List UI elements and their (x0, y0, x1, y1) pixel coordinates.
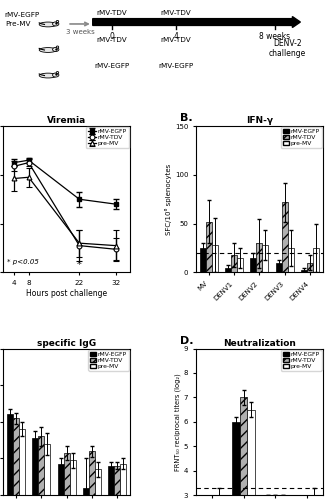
Text: DENV-2
challenge: DENV-2 challenge (269, 38, 306, 58)
Ellipse shape (52, 73, 59, 77)
Bar (262, 245, 269, 272)
Bar (89, 451, 95, 500)
Title: specific IgG: specific IgG (37, 339, 96, 348)
Ellipse shape (52, 22, 59, 26)
Legend: rMV-EGFP, rMV-TDV, pre-MV: rMV-EGFP, rMV-TDV, pre-MV (281, 350, 321, 370)
Bar (275, 262, 282, 272)
Title: Viremia: Viremia (47, 116, 86, 125)
Bar (120, 464, 126, 500)
Text: * p<0.05: * p<0.05 (7, 259, 39, 265)
Text: 4: 4 (173, 32, 178, 41)
Text: D.: D. (180, 336, 193, 345)
Text: rMV-TDV: rMV-TDV (96, 10, 127, 16)
Bar (307, 262, 313, 272)
Bar (212, 245, 218, 272)
Bar (247, 410, 255, 500)
Text: 0: 0 (110, 32, 114, 41)
Bar (57, 464, 64, 500)
Bar (200, 248, 206, 272)
Text: B.: B. (180, 113, 192, 123)
Ellipse shape (56, 20, 59, 22)
Text: rMV-TDV: rMV-TDV (160, 10, 191, 16)
Bar (70, 460, 76, 500)
Ellipse shape (39, 22, 57, 27)
Ellipse shape (39, 73, 57, 78)
Y-axis label: SFC/10⁶ splenocytes: SFC/10⁶ splenocytes (165, 164, 172, 235)
Legend: rMV-EGFP, rMV-TDV, pre-MV: rMV-EGFP, rMV-TDV, pre-MV (281, 127, 321, 148)
Text: *: * (77, 260, 82, 270)
Bar (282, 202, 288, 272)
Bar (95, 470, 101, 500)
Bar (13, 418, 19, 500)
Ellipse shape (56, 72, 59, 74)
Bar (38, 436, 44, 500)
Legend: rMV-EGFP, rMV-TDV, pre-MV: rMV-EGFP, rMV-TDV, pre-MV (88, 350, 129, 370)
Bar (301, 270, 307, 272)
Bar (7, 414, 13, 500)
Text: rMV-TDV: rMV-TDV (96, 38, 127, 44)
Text: Pre-MV: Pre-MV (5, 21, 30, 27)
Bar (232, 422, 240, 500)
Text: rMV-EGFP: rMV-EGFP (158, 62, 193, 68)
Bar (313, 248, 319, 272)
Text: 8 weeks: 8 weeks (259, 32, 290, 41)
Bar (225, 268, 231, 272)
Bar (256, 243, 262, 272)
Legend: rMV-EGFP, rMV-TDV, pre-MV: rMV-EGFP, rMV-TDV, pre-MV (86, 127, 129, 148)
Y-axis label: FRNT₅₀ reciprocal titers (log₂): FRNT₅₀ reciprocal titers (log₂) (174, 373, 181, 470)
Bar (114, 466, 120, 500)
Bar (231, 255, 237, 272)
Bar (250, 258, 256, 272)
Bar (19, 429, 25, 500)
FancyArrow shape (93, 16, 300, 28)
Text: 3 weeks: 3 weeks (66, 29, 94, 35)
Bar (272, 495, 279, 500)
Bar (64, 453, 70, 500)
Bar (279, 495, 287, 500)
Bar (264, 495, 272, 500)
Bar (240, 398, 247, 500)
Bar (206, 222, 212, 272)
X-axis label: Hours post challenge: Hours post challenge (26, 289, 107, 298)
Bar (83, 488, 89, 500)
Ellipse shape (52, 48, 59, 52)
Ellipse shape (56, 46, 59, 48)
Text: rMV-EGFP: rMV-EGFP (5, 12, 40, 18)
Bar (44, 444, 51, 500)
Ellipse shape (39, 48, 57, 52)
Title: Neutralization: Neutralization (223, 339, 296, 348)
Bar (215, 495, 223, 500)
Text: rMV-TDV: rMV-TDV (160, 38, 191, 44)
Bar (32, 438, 38, 500)
Bar (288, 248, 294, 272)
Bar (237, 258, 243, 272)
Bar (311, 495, 318, 500)
Text: rMV-EGFP: rMV-EGFP (94, 62, 129, 68)
Bar (108, 466, 114, 500)
Title: IFN-γ: IFN-γ (246, 116, 273, 125)
